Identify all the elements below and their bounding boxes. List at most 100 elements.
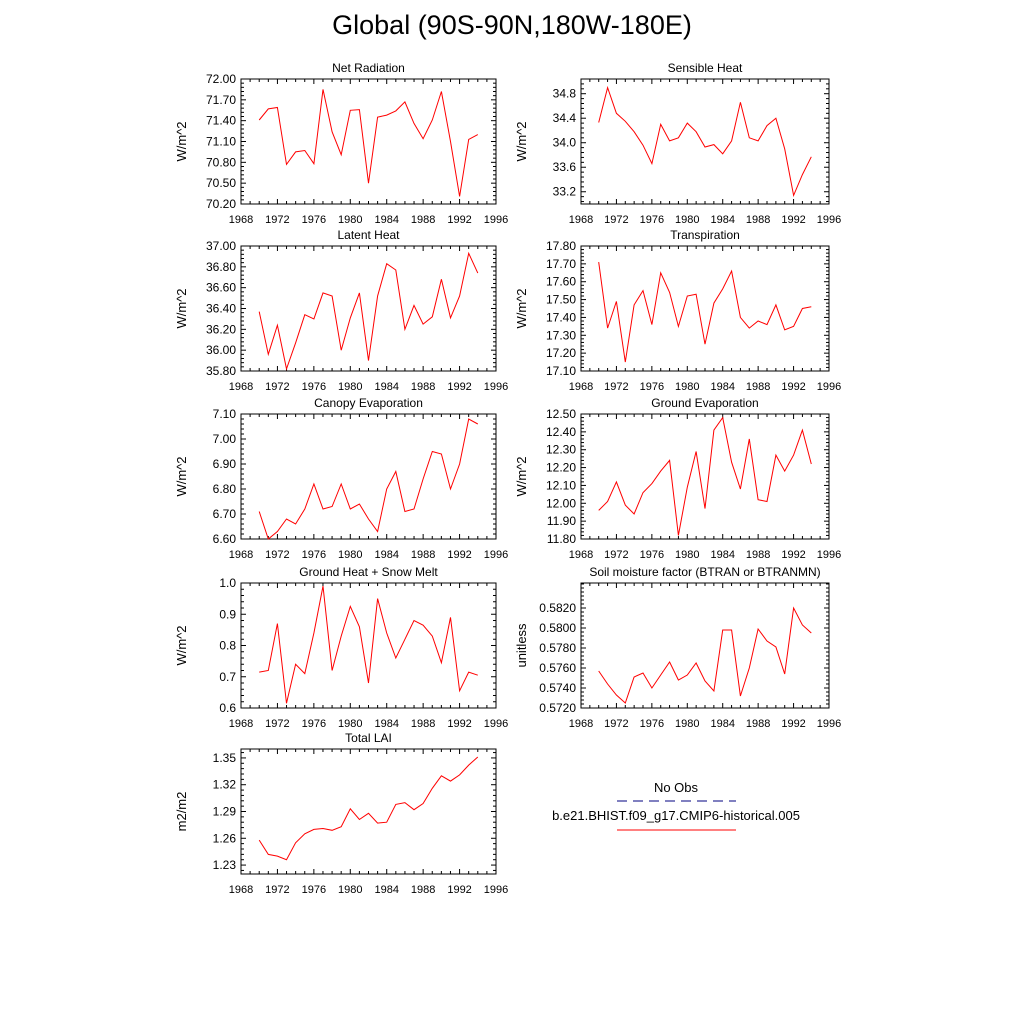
chart-6-ytick-label: 11.90 bbox=[547, 514, 576, 528]
chart-2-ytick-label: 33.6 bbox=[553, 160, 577, 174]
chart-5-xtick-label: 1992 bbox=[447, 549, 471, 561]
chart-8-xtick-label: 1984 bbox=[710, 718, 734, 730]
chart-9-ytick-label: 1.32 bbox=[213, 778, 237, 792]
chart-1-ytick-label: 71.40 bbox=[206, 114, 236, 128]
chart-3-frame bbox=[240, 245, 497, 372]
chart-6-series-line-1 bbox=[598, 416, 812, 536]
chart-5-ytick-label: 6.60 bbox=[213, 532, 237, 546]
chart-6-ytick-label: 12.10 bbox=[546, 478, 576, 492]
chart-4-ytick-label: 17.80 bbox=[546, 239, 576, 253]
chart-7-frame bbox=[240, 582, 497, 709]
chart-7-xtick-label: 1988 bbox=[411, 718, 435, 730]
chart-4-ytick-label: 17.50 bbox=[546, 293, 576, 307]
chart-6-frame bbox=[580, 413, 830, 540]
chart-7-xtick-label: 1976 bbox=[302, 718, 326, 730]
chart-2-xtick-label: 1972 bbox=[604, 214, 628, 226]
chart-5-ytick-label: 6.90 bbox=[213, 457, 237, 471]
chart-7-ytick-label: 0.6 bbox=[219, 701, 236, 715]
chart-1-ytick-label: 71.10 bbox=[206, 135, 236, 149]
chart-9-xtick-label: 1980 bbox=[338, 884, 362, 896]
chart-9-xtick-label: 1976 bbox=[302, 884, 326, 896]
chart-2-xtick-label: 1976 bbox=[640, 214, 664, 226]
chart-7-ground-heat-snow-melt: 1968 1972 1976 1980 1984 1988 1992 1996 0.6 0.7 0.… bbox=[174, 565, 508, 730]
chart-8-soil-moisture-factor-btran-or-btranmn: 1968 1972 1976 1980 1984 1988 1992 1996 0.5720 0.… bbox=[514, 565, 841, 730]
chart-5-ytick-label: 7.00 bbox=[213, 432, 237, 446]
chart-3-xtick-label: 1996 bbox=[484, 381, 508, 393]
chart-2-series-line-1 bbox=[598, 85, 812, 198]
chart-8-ytick-label: 0.5780 bbox=[539, 641, 576, 655]
chart-2-ylabel: W/m^2 bbox=[514, 121, 529, 161]
chart-5-ytick-label: 6.70 bbox=[213, 507, 237, 521]
chart-9-ytick-label: 1.26 bbox=[213, 831, 237, 845]
chart-7-xtick-label: 1984 bbox=[374, 718, 398, 730]
chart-8-ytick-label: 0.5820 bbox=[539, 601, 576, 615]
chart-4-ytick-label: 17.40 bbox=[546, 310, 576, 324]
chart-6-ytick-label: 12.40 bbox=[546, 425, 576, 439]
chart-1-ytick-label: 70.80 bbox=[206, 155, 236, 169]
chart-5-frame bbox=[240, 413, 497, 540]
chart-4-xtick-label: 1988 bbox=[746, 381, 770, 393]
chart-8-ytick-label: 0.5800 bbox=[539, 621, 576, 635]
chart-8-ytick-label: 0.5740 bbox=[539, 681, 576, 695]
chart-1-net-radiation: 1968 1972 1976 1980 1984 1988 1992 1996 70.20 70.… bbox=[174, 61, 508, 226]
chart-5-xtick-label: 1976 bbox=[302, 549, 326, 561]
chart-9-ytick-label: 1.35 bbox=[213, 751, 237, 765]
chart-2-xtick-label: 1988 bbox=[746, 214, 770, 226]
chart-3-ytick-label: 36.40 bbox=[206, 302, 236, 316]
chart-6-ground-evaporation: 1968 1972 1976 1980 1984 1988 1992 1996 11.80 11.… bbox=[514, 396, 841, 561]
chart-6-ytick-label: 12.20 bbox=[546, 461, 576, 475]
chart-4-ylabel: W/m^2 bbox=[514, 288, 529, 328]
chart-7-xtick-label: 1996 bbox=[484, 718, 508, 730]
chart-1-xtick-label: 1980 bbox=[338, 214, 362, 226]
chart-2-xtick-label: 1984 bbox=[710, 214, 734, 226]
chart-6-title: Ground Evaporation bbox=[651, 396, 758, 410]
chart-6-xtick-label: 1988 bbox=[746, 549, 770, 561]
chart-4-ytick-label: 17.30 bbox=[546, 328, 576, 342]
chart-3-ylabel: W/m^2 bbox=[174, 288, 189, 328]
chart-3-xtick-label: 1984 bbox=[374, 381, 398, 393]
chart-1-ytick-label: 72.00 bbox=[206, 72, 236, 86]
chart-3-xtick-label: 1976 bbox=[302, 381, 326, 393]
chart-9-xtick-label: 1968 bbox=[229, 884, 253, 896]
chart-6-xtick-label: 1972 bbox=[604, 549, 628, 561]
chart-4-xtick-label: 1976 bbox=[640, 381, 664, 393]
chart-9-title: Total LAI bbox=[345, 731, 392, 745]
chart-2-xtick-label: 1992 bbox=[781, 214, 805, 226]
chart-4-title: Transpiration bbox=[670, 228, 740, 242]
chart-5-xtick-label: 1980 bbox=[338, 549, 362, 561]
chart-7-xtick-label: 1980 bbox=[338, 718, 362, 730]
chart-3-series-line-1 bbox=[258, 251, 479, 371]
chart-8-xtick-label: 1992 bbox=[781, 718, 805, 730]
chart-3-latent-heat: 1968 1972 1976 1980 1984 1988 1992 1996 35.80 36.… bbox=[174, 228, 508, 393]
chart-6-xtick-label: 1980 bbox=[675, 549, 699, 561]
chart-4-ytick-label: 17.20 bbox=[546, 346, 576, 360]
chart-6-xtick-label: 1992 bbox=[781, 549, 805, 561]
chart-9-ytick-label: 1.23 bbox=[213, 858, 237, 872]
chart-1-ytick-label: 70.20 bbox=[206, 197, 236, 211]
chart-1-series-line-1 bbox=[258, 89, 479, 197]
chart-8-xtick-label: 1996 bbox=[817, 718, 841, 730]
chart-4-transpiration: 1968 1972 1976 1980 1984 1988 1992 1996 17.10 17.… bbox=[514, 228, 841, 393]
chart-4-xtick-label: 1984 bbox=[710, 381, 734, 393]
chart-3-xtick-label: 1980 bbox=[338, 381, 362, 393]
legend-obs-label: No Obs bbox=[654, 780, 699, 795]
chart-3-ytick-label: 36.80 bbox=[206, 260, 236, 274]
chart-9-ylabel: m2/m2 bbox=[174, 792, 189, 832]
chart-9-xtick-label: 1972 bbox=[265, 884, 289, 896]
chart-3-ytick-label: 36.60 bbox=[206, 281, 236, 295]
chart-5-xtick-label: 1988 bbox=[411, 549, 435, 561]
chart-9-xtick-label: 1996 bbox=[484, 884, 508, 896]
chart-2-ytick-label: 34.0 bbox=[553, 136, 577, 150]
page-title: Global (90S-90N,180W-180E) bbox=[332, 10, 692, 40]
chart-1-ylabel: W/m^2 bbox=[174, 121, 189, 161]
chart-8-frame bbox=[580, 582, 830, 709]
chart-4-series-line-1 bbox=[598, 262, 812, 363]
chart-4-xtick-label: 1968 bbox=[569, 381, 593, 393]
chart-9-ytick-label: 1.29 bbox=[213, 805, 237, 819]
chart-8-xtick-label: 1988 bbox=[746, 718, 770, 730]
chart-6-ytick-label: 11.80 bbox=[547, 532, 576, 546]
chart-6-xtick-label: 1984 bbox=[710, 549, 734, 561]
chart-9-xtick-label: 1992 bbox=[447, 884, 471, 896]
chart-2-ytick-label: 33.2 bbox=[553, 185, 577, 199]
chart-1-ytick-label: 71.70 bbox=[206, 93, 236, 107]
